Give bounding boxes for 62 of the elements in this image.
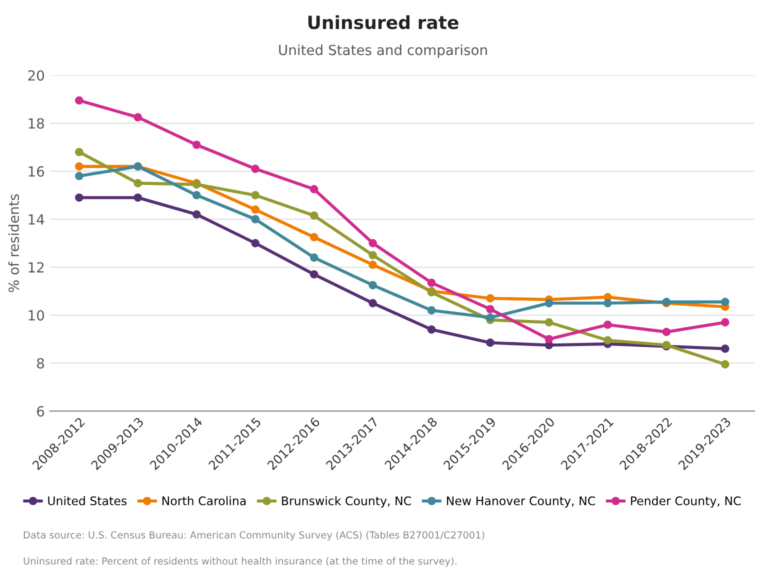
legend-label: North Carolina xyxy=(162,496,246,506)
point xyxy=(74,96,84,105)
chart-subtitle: United States and comparison xyxy=(279,44,487,58)
point xyxy=(134,113,142,122)
y-tick-label: 6 xyxy=(37,406,44,417)
point xyxy=(604,320,612,329)
legend-label: United States xyxy=(48,496,126,506)
point xyxy=(368,251,377,260)
point xyxy=(310,185,318,194)
legend-label: New Hanover County, NC xyxy=(446,496,595,508)
point xyxy=(486,338,494,347)
point xyxy=(251,191,260,200)
point xyxy=(134,179,142,188)
point xyxy=(74,193,84,202)
point xyxy=(427,325,436,334)
source-note: Data source: U.S. Census Bureau: American Community Survey (ACS) (Tables B27001/C27001) xyxy=(24,531,484,540)
point xyxy=(486,304,494,314)
point xyxy=(662,328,671,336)
point xyxy=(310,211,318,220)
point xyxy=(604,336,612,344)
y-tick-label: 14 xyxy=(28,214,44,224)
point xyxy=(310,253,318,262)
y-tick-label: 12 xyxy=(28,262,44,272)
point xyxy=(720,298,730,306)
point xyxy=(74,148,84,156)
point xyxy=(544,298,554,308)
chart-title: Uninsured rate xyxy=(308,15,458,30)
y-tick-label: 10 xyxy=(28,310,44,321)
legend-label: Pender County, NC xyxy=(631,496,741,508)
point xyxy=(604,298,612,308)
point xyxy=(486,294,494,303)
point xyxy=(486,313,494,322)
point xyxy=(544,334,554,344)
point xyxy=(368,298,377,308)
point xyxy=(427,306,436,315)
point xyxy=(720,344,730,353)
point xyxy=(368,260,377,269)
legend-label: Brunswick County, NC xyxy=(282,496,411,508)
point xyxy=(544,318,554,327)
point xyxy=(310,270,318,279)
y-tick-label: 16 xyxy=(28,166,44,177)
point xyxy=(368,280,377,290)
point xyxy=(720,360,730,368)
y-tick-label: 18 xyxy=(28,118,44,129)
point xyxy=(134,193,142,202)
y-tick-label: 8 xyxy=(37,358,44,369)
point xyxy=(720,318,730,327)
y-tick-label: 20 xyxy=(28,70,44,81)
point xyxy=(251,215,260,224)
point xyxy=(192,191,201,200)
point xyxy=(251,239,260,248)
y-axis-title: % of residents xyxy=(8,194,20,292)
point xyxy=(368,239,377,248)
point xyxy=(427,278,436,287)
point xyxy=(251,205,260,214)
point xyxy=(192,140,201,149)
point xyxy=(310,233,318,242)
text: Uninsured rate: Percent of residents without health insurance (at the time of the survey). xyxy=(24,557,456,567)
point xyxy=(74,162,84,171)
point xyxy=(74,172,84,180)
point xyxy=(192,210,201,219)
point xyxy=(251,164,260,173)
